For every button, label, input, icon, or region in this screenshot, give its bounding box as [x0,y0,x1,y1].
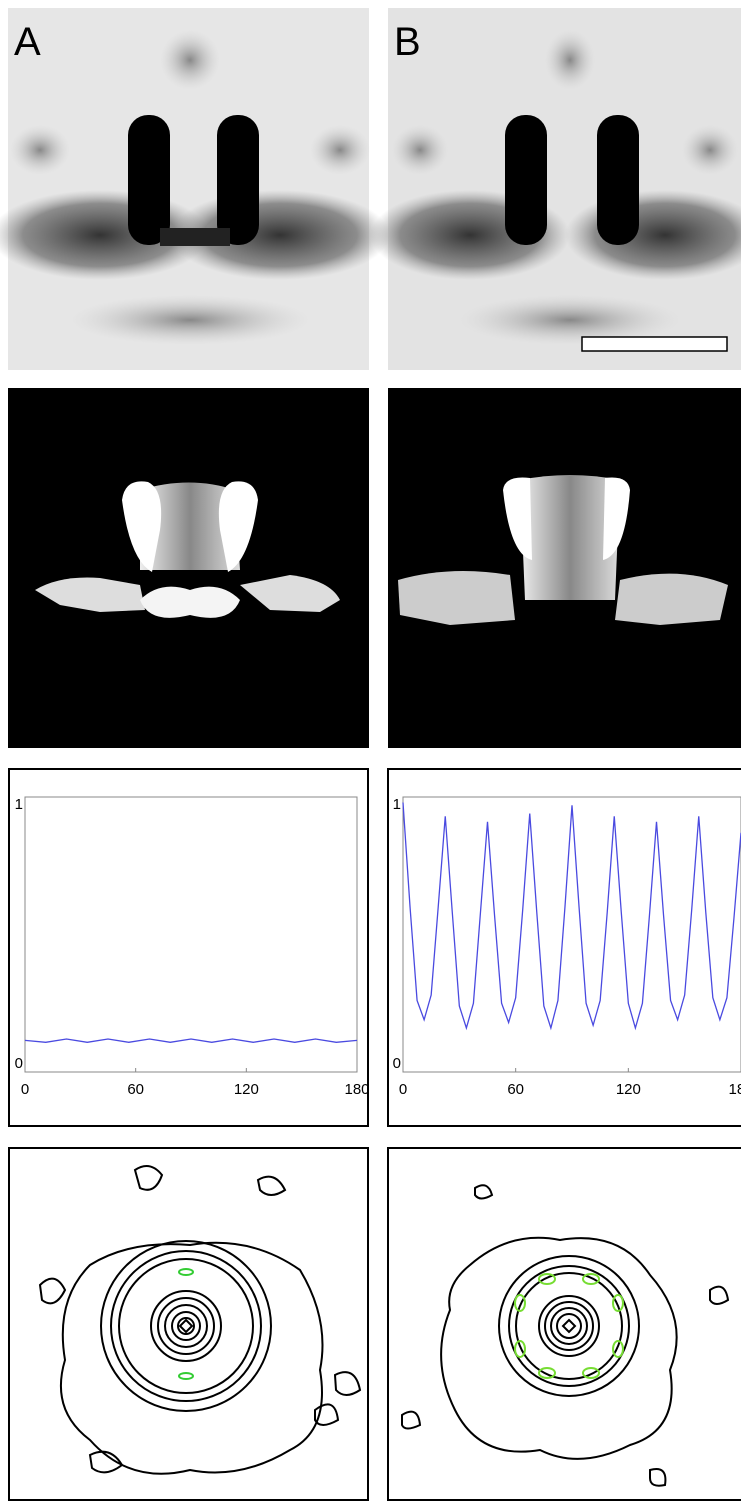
y-tick-label: 1 [15,796,23,813]
x-tick-label: 0 [21,1081,29,1098]
y-tick-label: 0 [393,1055,401,1072]
surface-rendering-a [8,388,369,748]
y-tick-label: 1 [393,796,401,813]
chart-panel-a [8,768,369,1127]
x-tick-label: 180 [728,1081,741,1098]
x-tick-label: 60 [127,1081,144,1098]
y-tick-label: 0 [15,1055,23,1072]
scale-bar [581,336,728,352]
data-line [402,802,741,1031]
x-tick-label: 120 [234,1081,259,1098]
data-line [24,1038,358,1043]
x-tick-label: 60 [507,1081,524,1098]
density-image-b: B [370,8,741,370]
x-tick-label: 120 [616,1081,641,1098]
chart-panel-b [387,768,741,1127]
surface-rendering-b [388,388,741,748]
x-tick-label: 180 [344,1081,369,1098]
x-tick-label: 0 [399,1081,407,1098]
panel-label: B [394,20,421,64]
contour-map-b [387,1147,741,1501]
contour-map-a [8,1147,369,1501]
density-image-a: A [0,8,390,370]
panel-label: A [14,20,41,64]
